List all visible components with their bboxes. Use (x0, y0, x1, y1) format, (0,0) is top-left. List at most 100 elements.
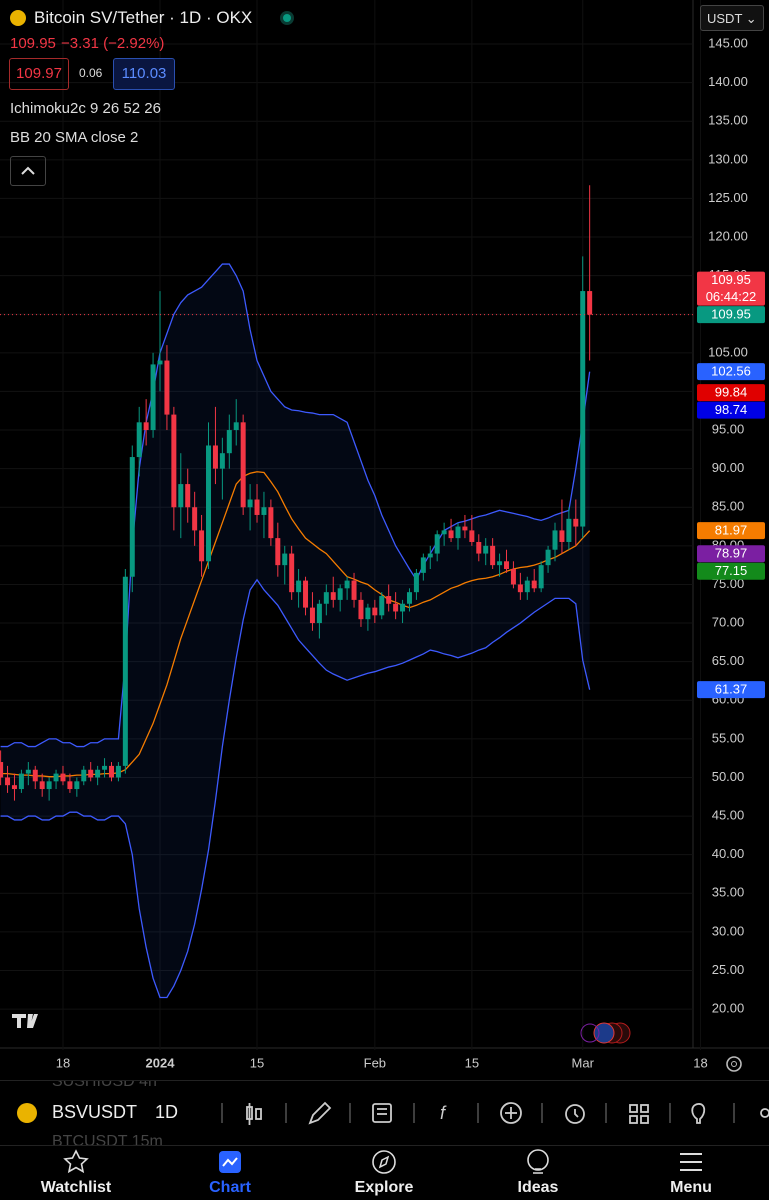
buy-button[interactable]: 110.03 (113, 58, 175, 90)
price-tag-label: 98.74 (715, 402, 748, 417)
currency-select[interactable]: USDT ⌄ (700, 5, 764, 31)
y-tick-label: 40.00 (712, 846, 745, 861)
candle-body (199, 530, 205, 562)
price-tag-label: 78.97 (715, 546, 748, 561)
nav-item[interactable]: Explore (354, 1179, 414, 1196)
candle-body (240, 422, 246, 508)
candle-body (316, 603, 322, 624)
candle-body (289, 553, 295, 593)
indicator-ichimoku[interactable]: Ichimoku2c 9 26 52 26 (10, 100, 161, 117)
candle-body (504, 561, 509, 570)
candle-body (74, 781, 80, 790)
candle-body (296, 580, 302, 593)
candle-body (455, 526, 461, 539)
band-line (0, 263, 591, 748)
price-change: −3.31 (−2.92%) (61, 35, 165, 52)
nav-icons (63, 1149, 702, 1174)
nav-item[interactable]: Watchlist (40, 1179, 112, 1196)
candle-body (185, 484, 191, 508)
y-tick-label: 140.00 (708, 74, 748, 89)
candle-body (379, 596, 385, 616)
y-tick-label: 30.00 (712, 923, 745, 938)
ghost-symbol: BTCUSDT 15m (52, 1133, 163, 1146)
candle-body (102, 765, 108, 770)
collapse-button[interactable] (10, 156, 46, 186)
x-tick-label: 15 (465, 1055, 479, 1070)
candle-body (372, 607, 378, 616)
candle-body (441, 530, 447, 535)
y-tick-label: 90.00 (712, 460, 745, 475)
candle-body (192, 507, 198, 531)
price-tag (697, 681, 765, 699)
candle-body (476, 541, 482, 554)
candle-body (510, 569, 516, 585)
candle-body (60, 773, 66, 782)
candle-body (587, 291, 593, 315)
toolbar-interval[interactable]: 1D (155, 1102, 179, 1122)
y-tick-label: 130.00 (708, 151, 748, 166)
candle-body (344, 580, 350, 589)
candle-body (448, 530, 454, 539)
toolbar-icons[interactable]: f (220, 1097, 769, 1131)
candle-body (115, 765, 121, 778)
y-tick-label: 55.00 (712, 730, 745, 745)
candle-body (420, 557, 426, 573)
candle-body (462, 526, 468, 531)
status-dot (280, 11, 294, 25)
candle-body (483, 545, 489, 554)
price-tags: 109.95 06:44:22 109.95 102.56 99.84 98.74 81.9… (697, 271, 765, 699)
candle-body (406, 592, 412, 604)
candle-body (143, 422, 149, 431)
candle-body (164, 360, 170, 415)
price-tag-label: 81.97 (715, 523, 748, 538)
price-tag (697, 545, 765, 563)
y-tick-label: 85.00 (712, 499, 745, 514)
chevron-icon (21, 166, 35, 175)
svg-text:f: f (440, 1103, 447, 1123)
candle-body (5, 777, 11, 786)
nav-item[interactable]: Menu (670, 1179, 712, 1196)
nav-item[interactable]: Ideas (517, 1179, 559, 1196)
candle-body (538, 565, 544, 589)
candle-body (206, 445, 212, 562)
candle-body (0, 762, 4, 778)
candle-body (39, 781, 45, 790)
candle-body (171, 414, 177, 508)
candle-body (157, 360, 163, 365)
toolbar-symbol[interactable]: BSVUSDT (52, 1102, 138, 1122)
candle-body (212, 445, 218, 469)
candle-body (129, 457, 135, 577)
candles (0, 185, 693, 801)
candle-body (337, 588, 343, 600)
candle-body (386, 596, 392, 604)
candle-body (434, 534, 440, 554)
candle-body (330, 592, 336, 600)
price-tag (697, 363, 765, 381)
y-tick-label: 135.00 (708, 113, 748, 128)
candle-body (226, 430, 232, 454)
sell-button[interactable]: 109.97 (9, 58, 69, 90)
candle-body (524, 580, 530, 593)
y-tick-label: 45.00 (712, 808, 745, 823)
candle-body (25, 769, 31, 774)
y-tick-label: 145.00 (708, 35, 748, 50)
candle-body (427, 553, 433, 558)
settings-icon[interactable] (726, 1056, 742, 1072)
candle-body (545, 549, 551, 566)
symbol-title[interactable]: Bitcoin SV/Tether · 1D · OKX (34, 8, 253, 27)
candle-body (566, 518, 572, 542)
y-tick-label: 65.00 (712, 653, 745, 668)
band-fill (0, 264, 590, 998)
price-tag (697, 562, 765, 580)
candle-body (254, 499, 260, 515)
x-tick-label: 18 (693, 1055, 707, 1070)
tv-logo (12, 1014, 38, 1028)
candle-body (178, 484, 184, 508)
chart: 20.00 25.00 30.00 35.00 40.00 45.00 50.00 55.00… (0, 0, 769, 1072)
nav-item[interactable]: Chart (209, 1179, 251, 1196)
y-tick-label: 20.00 (712, 1001, 745, 1016)
candle-body (517, 584, 523, 593)
price-tag-label: 102.56 (711, 364, 751, 379)
indicator-bb[interactable]: BB 20 SMA close 2 (10, 129, 139, 146)
currency: USDT (707, 11, 743, 26)
